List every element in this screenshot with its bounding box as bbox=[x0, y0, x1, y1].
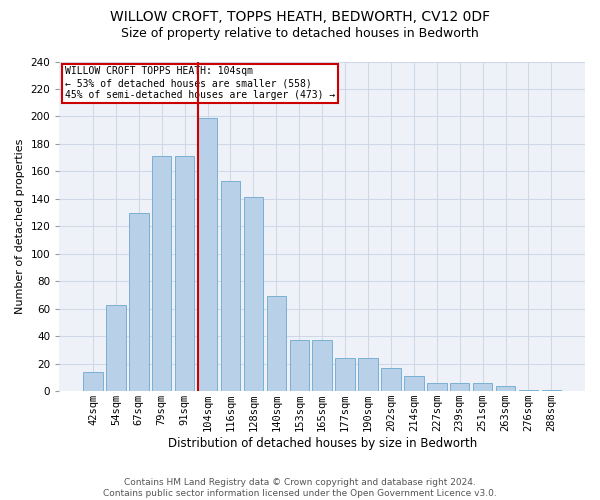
Bar bbox=[335, 358, 355, 391]
Bar bbox=[450, 383, 469, 391]
Bar bbox=[83, 372, 103, 391]
Bar bbox=[244, 198, 263, 391]
Bar bbox=[152, 156, 172, 391]
Bar bbox=[473, 383, 493, 391]
Bar bbox=[313, 340, 332, 391]
Y-axis label: Number of detached properties: Number of detached properties bbox=[15, 138, 25, 314]
Bar bbox=[198, 118, 217, 391]
Text: WILLOW CROFT, TOPPS HEATH, BEDWORTH, CV12 0DF: WILLOW CROFT, TOPPS HEATH, BEDWORTH, CV1… bbox=[110, 10, 490, 24]
Bar bbox=[221, 181, 240, 391]
X-axis label: Distribution of detached houses by size in Bedworth: Distribution of detached houses by size … bbox=[167, 437, 477, 450]
Bar bbox=[381, 368, 401, 391]
Bar bbox=[106, 304, 125, 391]
Bar bbox=[266, 296, 286, 391]
Text: Contains HM Land Registry data © Crown copyright and database right 2024.
Contai: Contains HM Land Registry data © Crown c… bbox=[103, 478, 497, 498]
Bar bbox=[358, 358, 378, 391]
Bar bbox=[496, 386, 515, 391]
Bar bbox=[404, 376, 424, 391]
Text: Size of property relative to detached houses in Bedworth: Size of property relative to detached ho… bbox=[121, 28, 479, 40]
Bar bbox=[290, 340, 309, 391]
Text: WILLOW CROFT TOPPS HEATH: 104sqm
← 53% of detached houses are smaller (558)
45% : WILLOW CROFT TOPPS HEATH: 104sqm ← 53% o… bbox=[65, 66, 335, 100]
Bar bbox=[129, 212, 149, 391]
Bar bbox=[175, 156, 194, 391]
Bar bbox=[519, 390, 538, 391]
Bar bbox=[427, 383, 446, 391]
Bar bbox=[542, 390, 561, 391]
